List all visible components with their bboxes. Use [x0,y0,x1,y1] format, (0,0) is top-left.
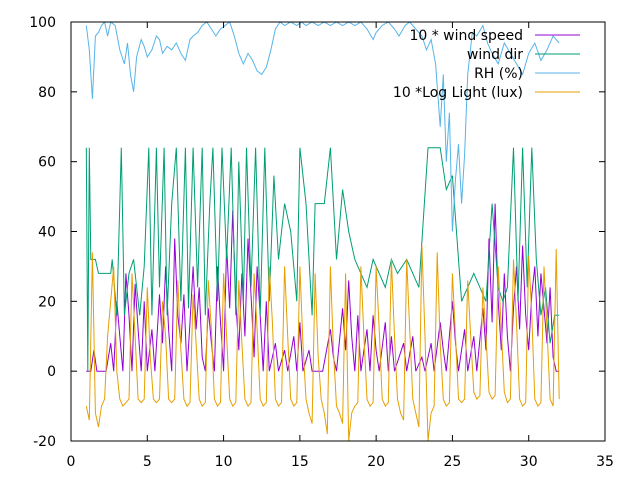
series-line-3 [85,245,560,441]
y-tick-label: -20 [33,434,56,450]
x-tick-label: 15 [291,454,309,470]
series-line-1 [85,147,560,372]
legend: 10 * wind speed wind dir RH (%) 10 *Log Lig… [393,28,580,101]
x-tick-label: 30 [520,454,538,470]
legend-label-3: 10 *Log Light (lux) [393,85,523,101]
x-tick-label: 20 [367,454,385,470]
y-axis: -20 0 20 40 60 80 100 [29,15,605,450]
legend-label-2: RH (%) [474,66,523,82]
series-line-2 [85,22,560,232]
x-tick-label: 10 [215,454,233,470]
y-tick-label: 40 [38,225,56,241]
y-tick-label: 100 [29,15,56,31]
y-tick-label: 80 [38,85,56,101]
legend-label-1: wind dir [467,47,523,63]
x-tick-label: 0 [67,454,76,470]
legend-label-0: 10 * wind speed [409,28,523,44]
x-tick-label: 25 [444,454,462,470]
plot-lines [85,22,560,441]
y-tick-label: 0 [47,364,56,380]
x-tick-label: 5 [143,454,152,470]
y-tick-label: 60 [38,155,56,171]
x-axis: 0 5 10 15 20 25 30 35 [67,22,614,470]
series-line-0 [86,203,560,372]
y-tick-label: 20 [38,294,56,310]
x-tick-label: 35 [596,454,614,470]
